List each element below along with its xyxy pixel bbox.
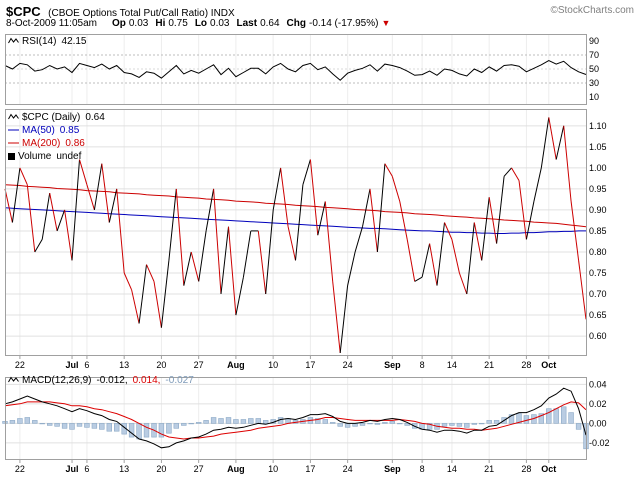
macd-line-icon — [8, 375, 19, 386]
price-line-icon — [8, 112, 19, 123]
rsi-line-icon — [8, 36, 19, 47]
svg-text:8: 8 — [420, 360, 425, 370]
macd-legend: MACD(12,26,9) -0.012, 0.014, -0.027 — [8, 375, 194, 387]
svg-text:1.00: 1.00 — [589, 163, 607, 173]
svg-text:0.04: 0.04 — [589, 379, 607, 389]
svg-text:14: 14 — [447, 360, 457, 370]
macd-panel: 0.04 0.02 0.00 -0.02 22 Jul 6 13 20 27 Aug 10 17 24 Se… — [2, 377, 610, 474]
svg-text:10: 10 — [589, 92, 599, 102]
low-label: Lo — [194, 18, 208, 29]
rsi-legend-value: 42.15 — [61, 36, 87, 47]
volume-swatch-icon — [8, 153, 15, 160]
change-value: -0.14 (-17.95%) — [308, 18, 379, 29]
svg-text:27: 27 — [194, 360, 204, 370]
svg-text:10: 10 — [268, 360, 278, 370]
svg-text:20: 20 — [156, 360, 166, 370]
svg-text:-0.02: -0.02 — [589, 438, 610, 448]
svg-text:Oct: Oct — [541, 360, 556, 370]
open-value: 0.03 — [128, 18, 149, 29]
svg-text:24: 24 — [343, 360, 353, 370]
svg-text:Sep: Sep — [384, 464, 401, 474]
quote-line: 8-Oct-2009 11:05am Op 0.03 Hi 0.75 Lo 0.03 Last… — [6, 18, 390, 29]
svg-text:1.10: 1.10 — [589, 121, 607, 131]
svg-text:20: 20 — [156, 464, 166, 474]
svg-text:30: 30 — [589, 78, 599, 88]
high-label: Hi — [155, 18, 166, 29]
price-legend-value: 0.64 — [85, 112, 105, 123]
ma50-legend-label: MA(50) — [22, 125, 55, 136]
last-label: Last — [236, 18, 258, 29]
ma200-legend-value: 0.86 — [65, 138, 85, 149]
svg-text:6: 6 — [84, 464, 89, 474]
down-arrow-icon: ▼ — [381, 18, 391, 28]
quote-datetime: 8-Oct-2009 11:05am — [6, 18, 97, 29]
svg-text:70: 70 — [589, 50, 599, 60]
macd-value: -0.012, — [96, 375, 128, 386]
svg-text:0.70: 0.70 — [589, 289, 607, 299]
symbol: $CPC — [6, 4, 41, 19]
svg-text:Aug: Aug — [227, 360, 245, 370]
svg-text:17: 17 — [305, 464, 315, 474]
rsi-legend-label: RSI(14) — [22, 36, 57, 47]
symbol-description: (CBOE Options Total Put/Call Ratio) INDX — [48, 8, 235, 19]
svg-text:0.85: 0.85 — [589, 226, 607, 236]
svg-text:13: 13 — [119, 464, 129, 474]
svg-text:90: 90 — [589, 36, 599, 46]
svg-text:21: 21 — [484, 360, 494, 370]
svg-text:Oct: Oct — [541, 464, 556, 474]
ma50-legend-value: 0.85 — [59, 125, 80, 136]
svg-text:0.80: 0.80 — [589, 247, 607, 257]
macd-hist-value: -0.027 — [165, 375, 194, 386]
macd-signal-value: 0.014, — [132, 375, 161, 386]
svg-text:0.60: 0.60 — [589, 331, 607, 341]
svg-text:14: 14 — [447, 464, 457, 474]
stockcharts-brand: ©StockCharts.com — [550, 5, 634, 16]
change-label: Chg — [286, 18, 306, 29]
svg-text:Aug: Aug — [227, 464, 245, 474]
price-legend-ma50: MA(50) 0.85 — [8, 125, 79, 137]
rsi-panel: 90 70 50 30 10 — [4, 34, 599, 105]
macd-legend-label: MACD(12,26,9) — [22, 375, 92, 386]
rsi-legend: RSI(14) 42.15 — [8, 36, 86, 48]
open-label: Op — [111, 18, 126, 29]
price-legend-daily: $CPC (Daily) 0.64 — [8, 112, 105, 124]
svg-text:50: 50 — [589, 64, 599, 74]
svg-text:24: 24 — [343, 464, 353, 474]
svg-text:13: 13 — [119, 360, 129, 370]
ma200-line-icon — [8, 138, 19, 149]
svg-text:0.75: 0.75 — [589, 268, 607, 278]
svg-text:1.05: 1.05 — [589, 142, 607, 152]
svg-text:Jul: Jul — [66, 360, 79, 370]
svg-text:17: 17 — [305, 360, 315, 370]
svg-text:0.90: 0.90 — [589, 205, 607, 215]
svg-text:0.65: 0.65 — [589, 310, 607, 320]
svg-text:8: 8 — [420, 464, 425, 474]
svg-text:Sep: Sep — [384, 360, 401, 370]
svg-text:22: 22 — [15, 464, 25, 474]
ma50-line-icon — [8, 125, 19, 136]
svg-text:0.95: 0.95 — [589, 184, 607, 194]
svg-text:21: 21 — [484, 464, 494, 474]
price-legend-label: $CPC (Daily) — [22, 112, 81, 123]
high-value: 0.75 — [168, 18, 188, 29]
svg-text:Jul: Jul — [66, 464, 79, 474]
svg-text:0.02: 0.02 — [589, 399, 607, 409]
svg-text:22: 22 — [15, 360, 25, 370]
ma200-legend-label: MA(200) — [22, 138, 61, 149]
svg-text:10: 10 — [268, 464, 278, 474]
price-legend-volume: Volume undef — [8, 151, 81, 163]
svg-text:28: 28 — [521, 464, 531, 474]
low-value: 0.03 — [210, 18, 230, 29]
last-value: 0.64 — [260, 18, 280, 29]
price-legend-ma200: MA(200) 0.86 — [8, 138, 85, 150]
price-panel: 1.10 1.05 1.00 0.95 0.90 0.85 0.80 0.75 0.70 0.65… — [4, 109, 607, 370]
svg-text:28: 28 — [521, 360, 531, 370]
svg-text:6: 6 — [84, 360, 89, 370]
chart-header: $CPC (CBOE Options Total Put/Call Ratio)… — [6, 3, 634, 21]
volume-legend-value: undef — [56, 151, 82, 162]
svg-text:27: 27 — [194, 464, 204, 474]
svg-text:0.00: 0.00 — [589, 418, 607, 428]
volume-legend-label: Volume — [18, 151, 52, 162]
